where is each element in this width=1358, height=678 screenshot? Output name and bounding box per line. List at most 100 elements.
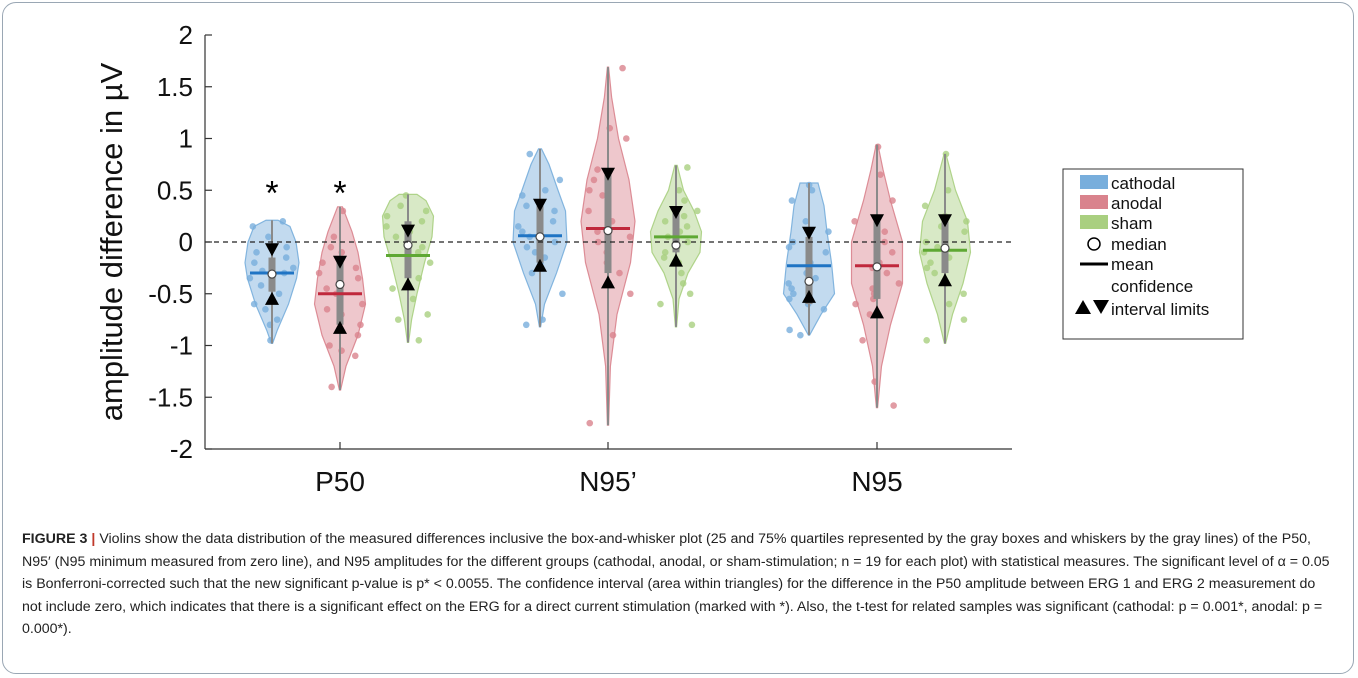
legend-label: confidence — [1111, 277, 1193, 296]
y-tick-label: 0 — [179, 227, 193, 257]
ci-lower-triangle — [401, 277, 415, 291]
ci-upper-triangle — [669, 206, 683, 220]
data-point — [418, 218, 426, 225]
data-point — [851, 218, 858, 225]
data-point — [556, 176, 564, 184]
data-point — [352, 264, 360, 272]
data-point — [594, 238, 602, 246]
data-point — [822, 249, 830, 256]
data-point — [681, 197, 688, 204]
axes: 2 1.5 1 0.5 0 -0.5 -1 -1.5 -2 P50 N95’ N95 — [148, 20, 1012, 497]
data-point — [616, 269, 623, 277]
y-tick-label: -0.5 — [148, 279, 193, 309]
ci-lower-triangle — [533, 258, 547, 272]
legend-label: mean — [1111, 255, 1154, 274]
data-point — [394, 316, 402, 323]
data-point — [622, 135, 630, 142]
data-point — [283, 243, 290, 251]
ci-upper-triangle — [401, 224, 415, 238]
significance-marker: * — [265, 174, 278, 212]
data-point — [961, 228, 968, 235]
data-point — [422, 207, 430, 215]
ci-lower-triangle — [265, 291, 279, 305]
data-point — [923, 264, 931, 272]
data-point — [820, 305, 828, 313]
legend-label: sham — [1111, 214, 1153, 233]
data-point — [424, 311, 431, 318]
quartile-box — [873, 221, 881, 299]
data-point — [808, 186, 816, 194]
data-point — [330, 233, 338, 241]
data-point — [812, 274, 819, 282]
data-point — [609, 331, 617, 339]
ci-lower-triangle — [669, 253, 683, 267]
data-point — [657, 300, 664, 308]
data-point — [927, 259, 934, 267]
data-point — [661, 249, 669, 256]
violins: * * — [244, 64, 972, 427]
figure-caption: FIGURE 3 | Violins show the data distrib… — [22, 528, 1338, 641]
ci-upper-triangle — [870, 214, 884, 228]
data-point — [852, 300, 859, 308]
data-point — [359, 300, 366, 308]
data-point — [786, 295, 793, 303]
data-point — [680, 212, 688, 220]
data-point — [262, 305, 269, 313]
data-point — [250, 300, 258, 308]
x-tick-label: N95 — [851, 466, 902, 497]
data-point — [585, 207, 592, 215]
data-point — [389, 285, 396, 292]
data-point — [627, 290, 634, 298]
data-point — [514, 223, 522, 230]
data-point — [323, 285, 330, 292]
data-point — [921, 202, 929, 210]
data-point — [684, 238, 692, 246]
x-tick-label: N95’ — [579, 466, 637, 497]
data-point — [890, 402, 897, 409]
caption-separator: | — [91, 531, 96, 547]
data-point — [797, 331, 804, 339]
y-axis-label: amplitude difference in µV — [94, 62, 129, 421]
data-point — [825, 228, 832, 235]
data-point — [409, 295, 417, 303]
data-point — [327, 243, 335, 251]
data-point — [877, 171, 884, 179]
data-point — [326, 342, 333, 349]
y-tick-label: -2 — [170, 434, 193, 464]
data-point — [273, 316, 281, 323]
data-point — [315, 269, 323, 277]
data-point — [586, 419, 594, 427]
data-point — [415, 337, 423, 344]
y-tick-label: 2 — [179, 20, 193, 50]
data-point — [945, 300, 953, 308]
data-point — [599, 192, 606, 199]
data-point — [275, 290, 283, 298]
data-point — [249, 223, 257, 230]
y-tick-label: 0.5 — [157, 175, 193, 205]
ci-lower-triangle — [870, 305, 884, 319]
data-point — [859, 337, 866, 344]
data-point — [526, 150, 534, 158]
data-point — [586, 186, 593, 194]
y-tick-label: 1.5 — [157, 72, 193, 102]
ci-lower-triangle — [938, 273, 952, 287]
ci-upper-triangle — [938, 214, 952, 228]
median-marker — [335, 279, 345, 290]
data-point — [626, 233, 634, 241]
data-point — [549, 218, 557, 225]
data-point — [323, 305, 331, 313]
data-point — [251, 259, 258, 267]
data-point — [590, 176, 598, 184]
quartile-box — [336, 257, 344, 325]
data-point — [790, 290, 797, 298]
data-point — [383, 223, 390, 230]
data-point — [883, 269, 891, 277]
legend-swatch-sham — [1080, 215, 1108, 229]
ci-lower-triangle — [802, 289, 816, 303]
ci-upper-triangle — [533, 198, 547, 212]
data-point — [418, 243, 426, 251]
data-point — [397, 202, 404, 210]
